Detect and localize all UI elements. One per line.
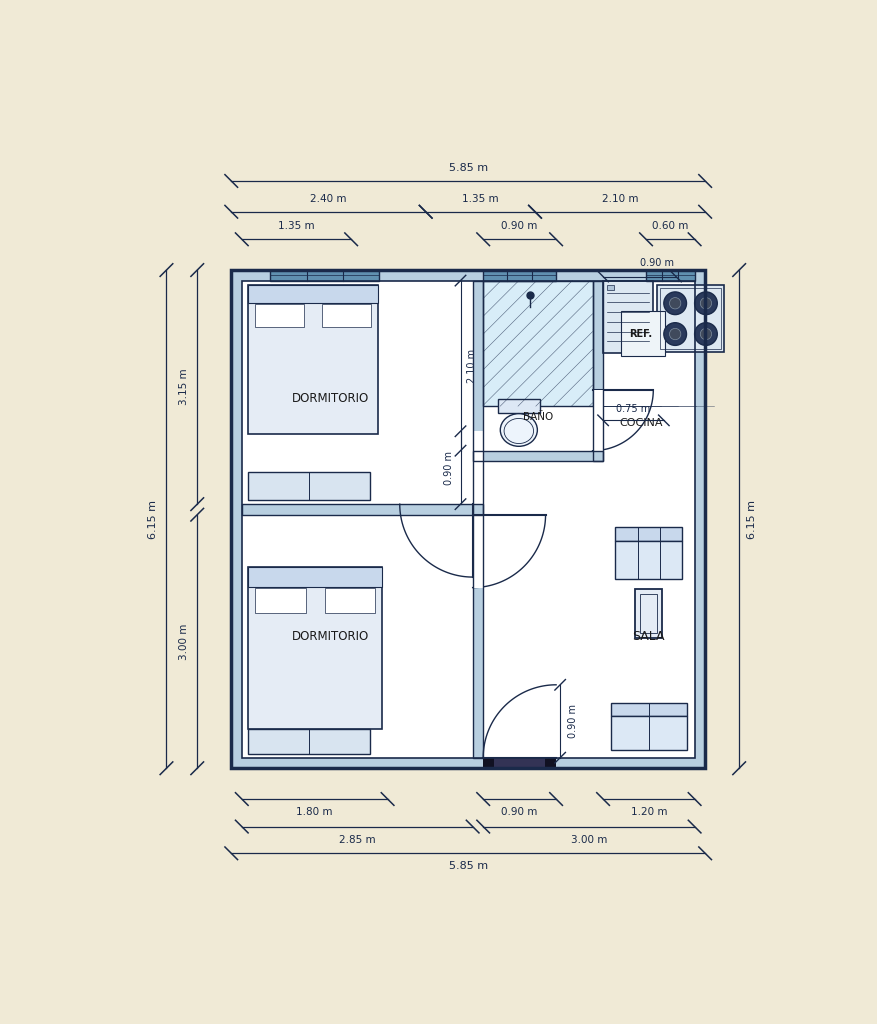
Circle shape: [700, 298, 711, 309]
Bar: [615, 542, 681, 580]
Text: 1.35 m: 1.35 m: [461, 194, 498, 204]
Bar: [472, 431, 482, 504]
Bar: [254, 304, 303, 327]
Circle shape: [669, 298, 680, 309]
Bar: [620, 311, 665, 356]
Text: 0.90 m: 0.90 m: [567, 705, 578, 738]
Bar: [610, 702, 686, 716]
Text: BAÑO: BAÑO: [522, 412, 553, 422]
Bar: [231, 270, 704, 768]
Bar: [248, 472, 369, 500]
Text: 0.90 m: 0.90 m: [501, 221, 538, 231]
Text: COCINA: COCINA: [618, 418, 662, 428]
Bar: [248, 729, 369, 754]
Circle shape: [669, 329, 680, 340]
Bar: [592, 390, 602, 451]
Text: 0.60 m: 0.60 m: [652, 221, 688, 231]
Bar: [472, 451, 602, 461]
Bar: [482, 758, 555, 768]
Bar: [472, 281, 482, 758]
Bar: [482, 270, 555, 281]
Bar: [248, 567, 381, 729]
Bar: [657, 286, 723, 352]
Text: 2.10 m: 2.10 m: [601, 194, 638, 204]
Bar: [472, 515, 482, 588]
Text: 2.10 m: 2.10 m: [467, 348, 476, 383]
Text: 0.90 m: 0.90 m: [638, 258, 673, 268]
Bar: [494, 758, 545, 768]
Circle shape: [663, 323, 686, 345]
Bar: [592, 281, 602, 461]
Bar: [324, 589, 375, 612]
Ellipse shape: [500, 414, 537, 446]
Text: 5.85 m: 5.85 m: [448, 163, 488, 173]
Text: DORMITORIO: DORMITORIO: [292, 630, 369, 643]
Text: 0.90 m: 0.90 m: [444, 451, 453, 484]
Text: SALA: SALA: [631, 630, 665, 643]
Bar: [254, 589, 305, 612]
Bar: [248, 285, 377, 303]
Bar: [592, 281, 602, 461]
Text: 6.15 m: 6.15 m: [746, 500, 756, 539]
Bar: [635, 589, 661, 638]
Bar: [472, 281, 482, 758]
Bar: [615, 526, 681, 542]
Circle shape: [694, 323, 717, 345]
Bar: [270, 270, 379, 281]
Bar: [497, 399, 539, 413]
Text: 2.40 m: 2.40 m: [310, 194, 346, 204]
Bar: [659, 288, 721, 349]
Bar: [231, 270, 704, 768]
Bar: [645, 270, 694, 281]
Bar: [248, 567, 381, 587]
Bar: [482, 281, 592, 407]
Bar: [610, 716, 686, 750]
Bar: [482, 758, 494, 768]
Bar: [482, 270, 555, 281]
Bar: [241, 281, 694, 758]
Text: REF.: REF.: [629, 329, 652, 339]
Circle shape: [700, 329, 711, 340]
Bar: [472, 451, 602, 461]
Text: 1.80 m: 1.80 m: [296, 807, 332, 817]
Circle shape: [694, 292, 717, 314]
Text: 3.15 m: 3.15 m: [179, 369, 189, 406]
Bar: [270, 270, 379, 281]
Text: 0.75 m: 0.75 m: [616, 403, 650, 414]
Bar: [545, 758, 555, 768]
Text: 3.00 m: 3.00 m: [570, 835, 606, 845]
Text: 0.90 m: 0.90 m: [501, 807, 538, 817]
Bar: [241, 281, 694, 758]
Bar: [645, 270, 694, 281]
Bar: [241, 504, 482, 515]
Bar: [322, 304, 371, 327]
Bar: [248, 285, 377, 434]
Text: 6.15 m: 6.15 m: [148, 500, 158, 539]
Bar: [602, 281, 652, 353]
Text: 1.20 m: 1.20 m: [630, 807, 667, 817]
Text: 3.00 m: 3.00 m: [179, 624, 189, 659]
Bar: [639, 594, 657, 633]
Bar: [241, 504, 482, 515]
Text: 2.85 m: 2.85 m: [339, 835, 375, 845]
Text: DORMITORIO: DORMITORIO: [292, 392, 369, 406]
Text: 5.85 m: 5.85 m: [448, 861, 488, 871]
Bar: [606, 285, 613, 290]
Circle shape: [663, 292, 686, 314]
Text: 1.35 m: 1.35 m: [278, 221, 315, 231]
